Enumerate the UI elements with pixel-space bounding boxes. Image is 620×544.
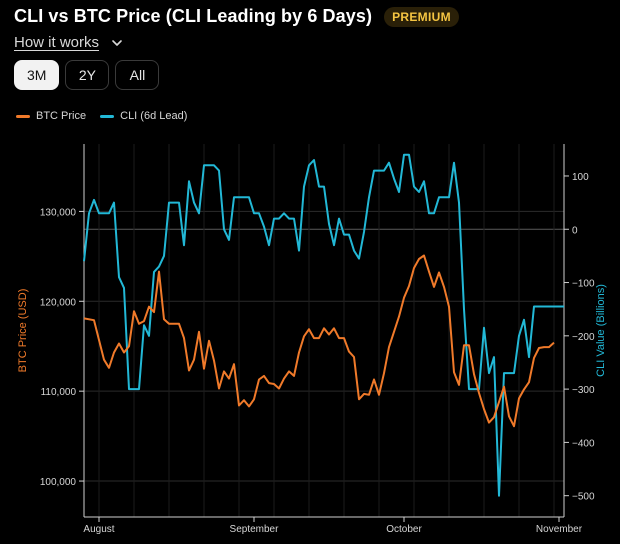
right-tick-label: −100 (572, 279, 595, 290)
range-button-all[interactable]: All (115, 60, 160, 90)
how-it-works-toggle[interactable]: How it works (14, 34, 123, 51)
header: CLI vs BTC Price (CLI Leading by 6 Days)… (14, 6, 459, 27)
range-selector: 3M 2Y All (14, 60, 165, 90)
left-tick-label: 120,000 (40, 297, 77, 308)
page-title: CLI vs BTC Price (CLI Leading by 6 Days) (14, 6, 373, 26)
how-it-works-link[interactable]: How it works (14, 34, 100, 51)
legend-label-cli: CLI (6d Lead) (120, 110, 188, 122)
chevron-down-icon (112, 39, 122, 46)
right-tick-label: 0 (572, 225, 578, 236)
left-tick-label: 100,000 (40, 477, 77, 488)
x-tick-label: October (386, 524, 422, 535)
left-tick-label: 110,000 (41, 387, 77, 398)
right-axis-title: CLI Value (Billions) (595, 284, 607, 377)
legend-item-btc[interactable]: BTC Price (16, 110, 86, 122)
series-line-btc (83, 254, 555, 428)
legend-label-btc: BTC Price (36, 110, 87, 122)
left-tick-label: 130,000 (40, 207, 77, 218)
right-tick-label: −200 (572, 332, 595, 343)
right-tick-label: 100 (572, 172, 589, 183)
x-tick-label: August (83, 524, 114, 535)
right-tick-label: −400 (572, 438, 595, 449)
legend-swatch-btc (16, 114, 30, 118)
legend-item-cli[interactable]: CLI (6d Lead) (100, 110, 187, 122)
range-button-2y[interactable]: 2Y (65, 60, 110, 90)
right-tick-label: −300 (572, 385, 595, 396)
chart-legend: BTC Price CLI (6d Lead) (16, 110, 201, 122)
x-tick-label: September (230, 524, 280, 535)
series-line-cli (83, 153, 564, 497)
left-axis-title: BTC Price (USD) (17, 289, 29, 373)
range-button-3m[interactable]: 3M (14, 60, 60, 90)
premium-badge: PREMIUM (384, 6, 459, 27)
right-tick-label: −500 (572, 492, 595, 503)
legend-swatch-cli (100, 114, 115, 118)
x-tick-label: November (536, 524, 583, 535)
chart: 100,000 110,000 120,000 130,000 −500 −400 −300… (17, 144, 607, 535)
